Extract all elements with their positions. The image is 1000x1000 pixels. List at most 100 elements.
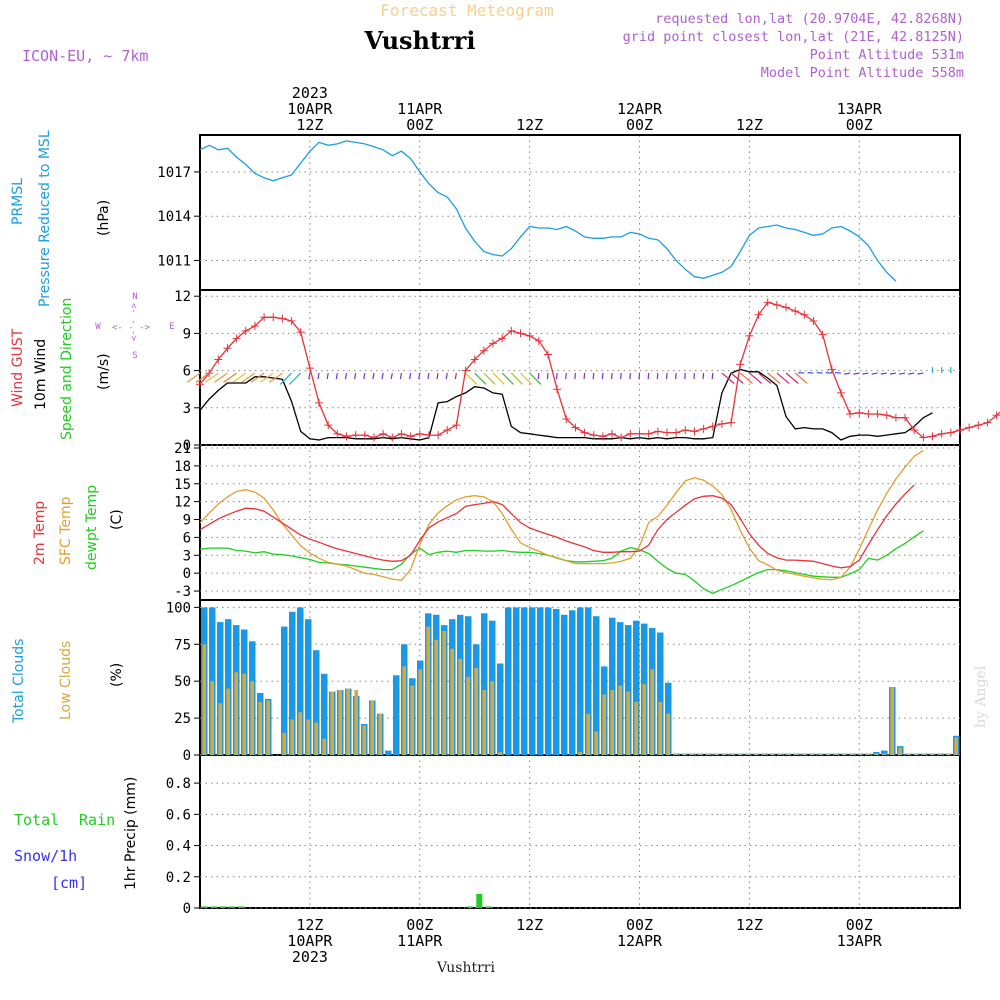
bar-low-cloud: [842, 753, 846, 755]
gust-marker: [992, 411, 1000, 420]
bar-precip: [485, 906, 492, 908]
wind-direction-arrow: [354, 372, 357, 380]
gust-marker: [507, 326, 516, 335]
time-label-top: 12Z: [516, 116, 543, 134]
gust-marker: [232, 334, 241, 343]
wind-direction-arrow: [794, 372, 808, 384]
bar-low-cloud: [818, 753, 822, 755]
label-wind-dir: Speed and Direction: [59, 298, 75, 440]
gust-marker: [543, 350, 552, 359]
time-label-bottom: 12Z: [736, 916, 763, 934]
label-wind-gust: Wind GUST: [10, 328, 26, 407]
y-tick-label: 0: [183, 748, 191, 764]
bar-total-cloud: [217, 622, 224, 755]
bar-total-cloud: [609, 617, 616, 755]
gust-marker: [498, 334, 507, 343]
series-prmsl: [199, 140, 897, 282]
bar-low-cloud: [218, 703, 222, 755]
gust-marker: [205, 369, 214, 378]
gust-marker: [617, 433, 626, 442]
bar-low-cloud: [602, 694, 606, 755]
gust-marker: [305, 364, 314, 373]
gust-marker: [681, 426, 690, 435]
bar-low-cloud: [482, 690, 486, 755]
panel-frame-0: [199, 134, 961, 291]
series-wind-10m: [199, 368, 933, 441]
bar-low-cloud: [258, 701, 262, 755]
bar-low-cloud: [882, 753, 886, 755]
bar-total-cloud: [537, 607, 544, 755]
label-temp-dewpt: dewpt Temp: [84, 485, 100, 570]
gust-marker: [928, 432, 937, 441]
wind-direction-arrow: [279, 372, 292, 385]
info-line-3: Point Altitude 531m: [810, 47, 964, 63]
gust-marker: [699, 424, 708, 433]
label-wind-unit: (m/s): [96, 353, 112, 390]
bar-low-cloud: [250, 681, 254, 755]
bar-total-cloud: [497, 663, 504, 755]
wind-direction-arrow: [629, 373, 631, 380]
time-label-bottom: 00Z: [846, 916, 873, 934]
time-label-bottom: 12Z: [516, 916, 543, 934]
footer-label: Vushtrri: [436, 960, 495, 976]
wind-direction-arrow: [308, 372, 311, 380]
gust-marker: [882, 411, 891, 420]
chart-plot-area: 101110141017036912-303691215182102550751…: [157, 84, 1000, 966]
wind-direction-arrow: [223, 372, 237, 383]
bar-low-cloud: [834, 753, 838, 755]
gust-marker: [260, 313, 269, 322]
wind-direction-arrow: [871, 372, 878, 375]
gust-marker: [415, 429, 424, 438]
y-tick-label: 0: [183, 438, 191, 454]
wind-direction-arrow: [574, 373, 577, 380]
wind-direction-arrow: [186, 372, 201, 383]
bar-low-cloud: [578, 752, 582, 755]
gust-marker: [745, 331, 754, 340]
wind-direction-arrow: [465, 372, 478, 385]
time-label-top: 12Z: [736, 116, 763, 134]
compass-n: N: [132, 292, 137, 302]
bar-low-cloud: [690, 753, 694, 755]
bar-low-cloud: [266, 700, 270, 755]
gust-marker: [901, 413, 910, 422]
label-pressure-unit: (hPa): [96, 200, 112, 236]
bar-total-cloud: [305, 619, 312, 755]
gust-marker: [571, 423, 580, 432]
gust-marker: [736, 360, 745, 369]
time-label-top: 11APR: [397, 100, 443, 118]
gust-marker: [342, 432, 351, 441]
bar-total-cloud: [561, 614, 568, 755]
bar-precip: [210, 906, 217, 908]
gust-marker: [397, 429, 406, 438]
label-precip-rain: Rain: [79, 811, 115, 829]
wind-direction-arrow: [785, 372, 799, 384]
y-tick-label: 1017: [157, 165, 191, 181]
bar-low-cloud: [226, 688, 230, 755]
wind-direction-arrow: [418, 372, 421, 380]
gust-marker: [644, 429, 653, 438]
bar-low-cloud: [658, 701, 662, 755]
bar-total-cloud: [313, 650, 320, 755]
bar-low-cloud: [914, 753, 918, 755]
gust-marker: [974, 421, 983, 430]
bar-low-cloud: [754, 753, 758, 755]
time-label-top: 00Z: [406, 116, 433, 134]
gust-marker: [278, 314, 287, 323]
wind-direction-arrow: [372, 372, 375, 380]
time-label-top: 13APR: [837, 100, 883, 118]
gust-marker: [296, 328, 305, 337]
bar-low-cloud: [618, 685, 622, 755]
gust-marker: [360, 431, 369, 440]
bar-total-cloud: [393, 675, 400, 755]
bar-low-cloud: [234, 672, 238, 755]
bar-precip: [219, 906, 226, 908]
series-wind-gust: [199, 301, 1000, 439]
y-tick-label: 9: [183, 513, 191, 529]
gust-marker: [424, 431, 433, 440]
bar-low-cloud: [762, 753, 766, 755]
y-tick-label: 3: [183, 401, 191, 417]
gust-marker: [956, 426, 964, 435]
bar-low-cloud: [466, 676, 470, 755]
y-tick-label: 1011: [157, 253, 191, 269]
